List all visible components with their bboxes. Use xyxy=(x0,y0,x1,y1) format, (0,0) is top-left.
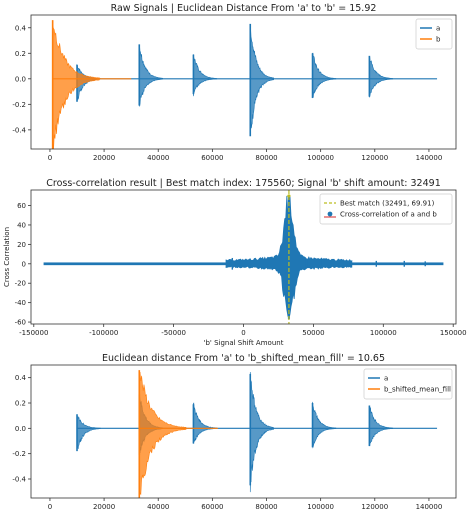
burst-1 xyxy=(52,24,100,149)
chart-title: Cross-correlation result | Best match in… xyxy=(46,178,441,189)
x-tick-label: 100000 xyxy=(307,154,334,162)
y-tick-label: 0.2 xyxy=(15,400,26,408)
x-tick-label: 40000 xyxy=(147,154,169,162)
y-tick-label: 0.4 xyxy=(15,24,27,32)
y-tick-label: 0 xyxy=(22,260,26,268)
x-tick-label: 80000 xyxy=(255,503,277,511)
x-tick-label: -100000 xyxy=(89,329,118,337)
burst-4 xyxy=(249,28,274,134)
burst-3 xyxy=(193,402,218,444)
x-tick-label: 40000 xyxy=(147,503,169,511)
legend-entry: Cross-correlation of a and b xyxy=(340,211,437,219)
legend: Best match (32491, 69.91) Cross-correlati… xyxy=(319,193,453,225)
legend-entry: b_shifted_mean_fill xyxy=(384,386,451,394)
x-tick-label: 0 xyxy=(48,154,52,162)
x-tick-label: 80000 xyxy=(255,154,277,162)
y-axis-label: Cross Correlation xyxy=(3,227,11,287)
axes-frame xyxy=(30,14,457,150)
x-tick-label: 140000 xyxy=(416,503,443,511)
burst-1 xyxy=(138,371,187,496)
x-tick-label: 140000 xyxy=(416,154,443,162)
x-tick-label: 120000 xyxy=(361,154,388,162)
x-tick-label: 120000 xyxy=(361,503,388,511)
burst-6 xyxy=(369,405,394,447)
y-tick-label: 60 xyxy=(17,202,26,210)
legend-box xyxy=(415,18,453,50)
plot-area xyxy=(76,370,438,498)
y-tick-label: 20 xyxy=(17,241,26,249)
series-b xyxy=(51,20,132,149)
x-tick-label: 50000 xyxy=(302,329,324,337)
legend-box xyxy=(319,193,453,225)
series-b-shifted-mean-fill xyxy=(138,370,218,498)
chart-panel-3: 0 20000 40000 60000 80000 100000 120000 140000 -… xyxy=(12,353,457,511)
y-tick-label: 0.0 xyxy=(15,75,26,83)
legend-box xyxy=(363,368,453,400)
y-tick-label: -40 xyxy=(15,299,26,307)
legend: a b_shifted_mean_fill xyxy=(363,368,453,400)
legend-entry: a xyxy=(384,375,388,383)
axes-frame xyxy=(30,364,457,499)
burst-5 xyxy=(312,52,337,99)
x-tick-label: -50000 xyxy=(161,329,186,337)
burst-1 xyxy=(76,413,101,449)
chart-title: Euclidean distance From 'a' to 'b_shifte… xyxy=(102,353,385,364)
chart-panel-1: 0 20000 40000 60000 80000 100000 120000 140000 -… xyxy=(12,3,457,162)
x-tick-label: 60000 xyxy=(201,503,223,511)
legend-entry: b xyxy=(436,36,441,44)
chart-title: Raw Signals | Euclidean Distance From 'a… xyxy=(111,3,377,14)
y-tick-label: -0.2 xyxy=(12,101,26,109)
best-match-point xyxy=(287,194,291,198)
x-tick-label: 100000 xyxy=(307,503,334,511)
x-tick-label: 100000 xyxy=(370,329,397,337)
y-tick-label: -60 xyxy=(15,319,26,327)
x-axis-label: 'b' Signal Shift Amount xyxy=(204,339,284,347)
x-tick-label: 150000 xyxy=(440,329,467,337)
x-tick-label: 60000 xyxy=(201,154,223,162)
burst-2 xyxy=(138,46,163,107)
x-tick-label: 20000 xyxy=(93,154,115,162)
burst-6 xyxy=(369,56,394,98)
x-tick-label: 0 xyxy=(241,329,245,337)
legend-entry: a xyxy=(436,25,440,33)
y-tick-label: -20 xyxy=(15,280,26,288)
series-a xyxy=(76,23,438,137)
y-tick-label: -0.4 xyxy=(12,476,26,484)
y-tick-label: 0.2 xyxy=(15,50,26,58)
burst-3 xyxy=(193,54,218,97)
y-tick-label: -0.4 xyxy=(12,126,26,134)
burst-5 xyxy=(312,401,337,449)
y-tick-label: 0.0 xyxy=(15,425,26,433)
legend-swatch-xcorr xyxy=(327,211,333,217)
y-tick-label: 40 xyxy=(17,221,26,229)
y-tick-label: 0.4 xyxy=(15,374,27,382)
y-tick-label: -0.2 xyxy=(12,450,26,458)
plot-area xyxy=(43,190,444,324)
x-tick-label: 20000 xyxy=(93,503,115,511)
legend-entry: Best match (32491, 69.91) xyxy=(340,200,435,208)
chart-panel-2: -150000 -100000 -50000 0 50000 100000 150000 -6… xyxy=(3,178,467,347)
plot-area xyxy=(51,20,438,149)
burst-4 xyxy=(249,372,274,493)
legend: ab xyxy=(415,18,453,50)
x-tick-label: 0 xyxy=(48,503,52,511)
x-tick-label: -150000 xyxy=(19,329,48,337)
